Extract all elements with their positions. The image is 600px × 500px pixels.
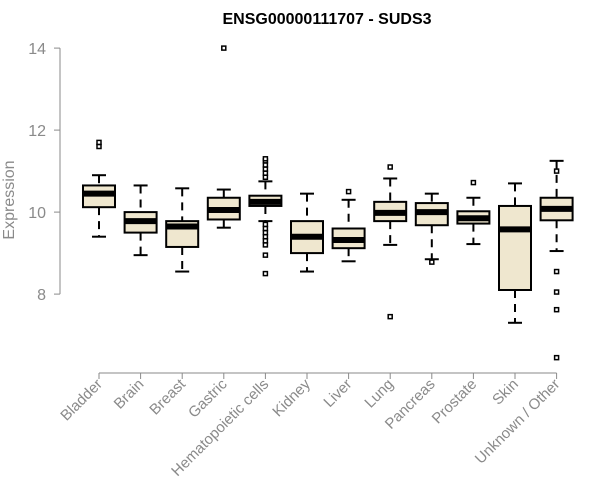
box-unknown-other [539, 159, 574, 361]
x-tick-label: Skin [489, 376, 522, 409]
outlier-point [553, 354, 560, 361]
y-tick-label: 8 [37, 287, 46, 304]
box-lung [373, 164, 408, 320]
y-axis-label: Expression [1, 160, 18, 239]
outlier-point [262, 156, 269, 162]
box-kidney [290, 192, 324, 273]
outlier-point [553, 268, 560, 275]
y-tick-label: 10 [28, 205, 46, 222]
y-tick-label: 14 [28, 41, 46, 58]
chart-title: ENSG00000111707 - SUDS3 [222, 11, 431, 28]
box-pancreas [414, 192, 449, 265]
box-series [82, 45, 574, 361]
box-liver [331, 188, 366, 263]
outlier-point [262, 252, 269, 258]
outlier-point [470, 179, 477, 186]
outlier-point [553, 289, 560, 295]
box-prostate [456, 179, 491, 246]
x-tick-label: Brain [111, 376, 148, 413]
x-tick-label: Lung [361, 376, 397, 412]
box-breast [165, 187, 200, 273]
outlier-point [262, 221, 269, 228]
outlier-point [429, 259, 435, 265]
outlier-point [96, 139, 102, 146]
outlier-point [553, 168, 560, 174]
box-hematopoietic-cells [248, 156, 283, 277]
box-brain [123, 184, 158, 257]
box-gastric [206, 45, 241, 229]
x-tick-label: Breast [146, 375, 189, 418]
box-bladder [82, 139, 116, 238]
iqr-box [498, 204, 532, 291]
outlier-point [221, 45, 227, 51]
outlier-point [387, 313, 393, 320]
x-tick-label: Bladder [57, 376, 106, 425]
outlier-point [262, 270, 269, 277]
outlier-point [387, 164, 393, 170]
outlier-point [553, 306, 560, 313]
box-skin [498, 182, 532, 324]
y-tick-label: 12 [28, 123, 46, 140]
y-axis: 8 10 12 14 [28, 41, 61, 304]
outlier-point [345, 188, 352, 195]
x-tick-label: Liver [320, 376, 355, 411]
x-tick-label: Kidney [269, 375, 314, 420]
x-tick-label: Prostate [429, 376, 481, 428]
